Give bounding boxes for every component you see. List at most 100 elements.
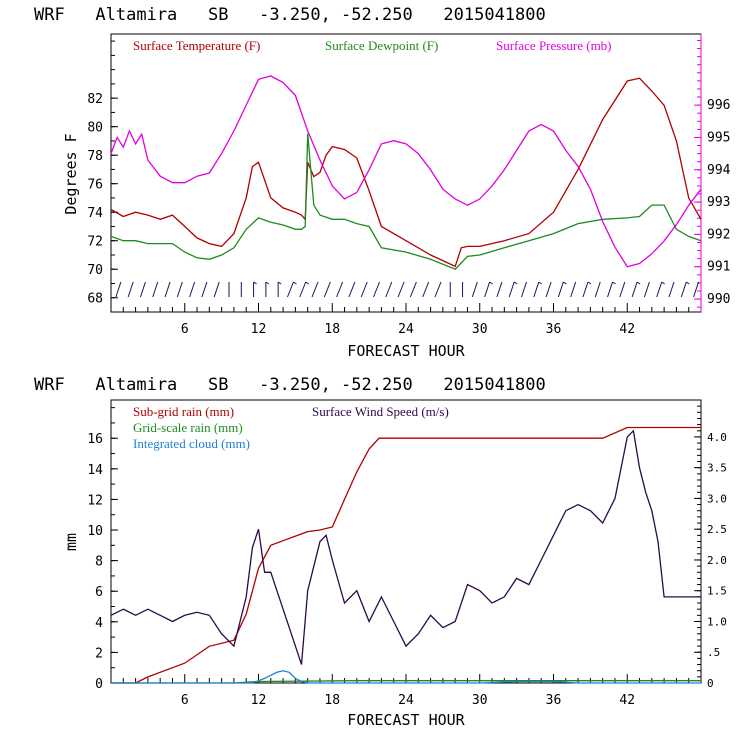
- wind-barb-flag: [538, 281, 543, 285]
- y2-tick-label: 2.5: [707, 523, 727, 536]
- y2-tick-label: 3.5: [707, 462, 727, 475]
- legend-subgrid-rain: Sub-grid rain (mm): [133, 404, 234, 419]
- legend-temperature: Surface Temperature (F): [133, 38, 260, 53]
- wind-barb-flag: [305, 281, 310, 285]
- chart2-xlabel: FORECAST HOUR: [347, 711, 465, 729]
- wind-barb: [164, 281, 171, 298]
- series-line-surface-temperature-f: [110, 77, 702, 268]
- y-tick-label: 10: [87, 524, 103, 539]
- wind-barb: [385, 281, 393, 298]
- wind-barb: [631, 281, 638, 298]
- chart1-title: WRF Altamira SB -3.250, -52.250 20150418…: [34, 5, 546, 25]
- y-tick-label: 4: [95, 616, 103, 631]
- wind-barb: [152, 281, 159, 298]
- x-tick-label: 18: [324, 322, 340, 337]
- chart1-right-axis-ticks: 990 991 992 993 994 995 996: [694, 39, 731, 308]
- wind-barb: [336, 281, 344, 298]
- y2-tick-label: 0: [707, 677, 714, 690]
- wind-barb: [176, 281, 183, 298]
- y2-tick-label: 3.0: [707, 492, 727, 505]
- wind-barb-flag: [277, 281, 282, 285]
- wind-barb: [201, 281, 208, 298]
- y-tick-label: 82: [87, 92, 103, 107]
- chart2-series: [110, 426, 701, 684]
- y-tick-label: 76: [87, 178, 103, 193]
- legend-dewpoint: Surface Dewpoint (F): [325, 38, 438, 53]
- wind-barb: [127, 281, 134, 298]
- series-line-surface-dewpoint-f: [110, 133, 702, 270]
- y-tick-label: 74: [87, 206, 103, 221]
- x-tick-label: 36: [546, 322, 562, 337]
- wind-barb: [213, 281, 220, 298]
- series-line-surface-wind-speed-m-s: [110, 429, 701, 665]
- y-tick-label: 14: [87, 463, 103, 478]
- chart1-left-axis: 68 70 72 74 76 78 80 82: [87, 40, 118, 313]
- wind-barb: [533, 281, 540, 298]
- wind-barb: [508, 281, 515, 298]
- chart1-ylabel: Degrees F: [62, 133, 80, 214]
- y-tick-label: 16: [87, 432, 103, 447]
- y2-tick-label: 992: [707, 227, 730, 242]
- series-line-sub-grid-rain-mm: [111, 426, 701, 684]
- wind-barb: [594, 281, 601, 298]
- wind-barb: [311, 281, 319, 298]
- x-tick-label: 18: [324, 693, 340, 708]
- wind-barb: [521, 281, 527, 298]
- wind-barb: [607, 281, 614, 298]
- wind-barb: [360, 281, 368, 298]
- series-line-integrated-cloud-mm: [111, 670, 701, 684]
- chart2-right-axis-ticks: 0 .5 1.0 1.5 2.0 2.5 3.0 3.5 4.0: [694, 399, 727, 690]
- chart1-xlabel: FORECAST HOUR: [347, 342, 465, 360]
- chart2-title: WRF Altamira SB -3.250, -52.250 20150418…: [34, 375, 546, 395]
- wind-barb-flag: [612, 281, 616, 285]
- wind-barb-flag: [587, 281, 592, 285]
- wind-barb-flag: [686, 281, 690, 285]
- y2-tick-label: 1.5: [707, 585, 727, 598]
- wind-barb-flag: [293, 281, 297, 285]
- y-tick-label: 80: [87, 121, 103, 136]
- y-tick-label: 0: [95, 677, 103, 692]
- legend-pressure: Surface Pressure (mb): [496, 38, 612, 53]
- x-tick-label: 12: [251, 693, 267, 708]
- wind-barb: [373, 281, 380, 298]
- wind-barb: [582, 281, 589, 298]
- y2-tick-label: .5: [707, 646, 720, 659]
- chart1-x-axis: 6 12 18 24 30 36 42: [122, 303, 690, 337]
- x-tick-label: 42: [619, 693, 635, 708]
- chart2-ylabel: mm: [62, 533, 80, 551]
- y-tick-label: 70: [87, 263, 103, 278]
- wind-barb: [115, 281, 122, 298]
- x-tick-label: 36: [546, 693, 562, 708]
- y2-tick-label: 2.0: [707, 554, 727, 567]
- wind-barb: [471, 281, 478, 298]
- y-tick-label: 6: [95, 585, 103, 600]
- x-tick-label: 24: [398, 693, 414, 708]
- wind-barb: [484, 281, 491, 298]
- y2-tick-label: 994: [707, 163, 731, 178]
- wind-barb: [299, 281, 307, 298]
- wind-barb: [397, 281, 405, 298]
- wind-barb-flag: [661, 281, 665, 285]
- wind-barb-flag: [265, 281, 270, 285]
- series-line-surface-pressure-mb: [110, 75, 702, 268]
- wind-barb: [680, 281, 687, 298]
- y2-tick-label: 990: [707, 292, 730, 307]
- x-tick-label: 42: [619, 322, 635, 337]
- y-tick-label: 78: [87, 149, 103, 164]
- y-tick-label: 68: [87, 292, 103, 307]
- legend-wind-speed: Surface Wind Speed (m/s): [312, 404, 449, 419]
- wind-barb: [286, 281, 294, 298]
- wind-barb: [570, 281, 577, 298]
- chart1-plot-frame: [110, 33, 702, 313]
- y-tick-label: 8: [95, 555, 103, 570]
- x-tick-label: 30: [472, 693, 488, 708]
- wind-barb: [557, 281, 564, 298]
- x-tick-label: 24: [398, 322, 414, 337]
- wind-barb: [139, 281, 146, 298]
- wind-barb: [693, 281, 700, 298]
- wind-barb: [323, 281, 331, 298]
- wind-barb: [643, 281, 650, 298]
- y-tick-label: 12: [87, 493, 103, 508]
- y2-tick-label: 4.0: [707, 431, 727, 444]
